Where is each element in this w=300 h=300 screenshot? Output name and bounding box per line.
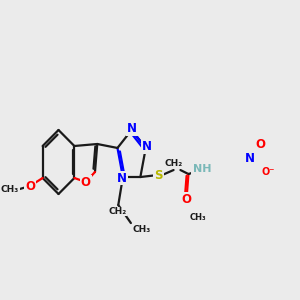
Text: CH₃: CH₃	[190, 213, 206, 222]
Text: CH₂: CH₂	[164, 159, 183, 168]
Text: N: N	[142, 140, 152, 154]
Text: O⁻: O⁻	[262, 167, 275, 177]
Text: CH₂: CH₂	[108, 207, 126, 216]
Text: N: N	[245, 152, 255, 164]
Text: CH₃: CH₃	[132, 225, 150, 234]
Text: NH: NH	[193, 164, 212, 174]
Text: S: S	[154, 169, 163, 182]
Text: O: O	[182, 193, 192, 206]
Text: CH₃: CH₃	[0, 184, 19, 194]
Text: N: N	[127, 122, 136, 136]
Text: O: O	[25, 179, 35, 193]
Text: O: O	[81, 176, 91, 188]
Text: N: N	[117, 172, 127, 184]
Text: O: O	[256, 137, 266, 151]
